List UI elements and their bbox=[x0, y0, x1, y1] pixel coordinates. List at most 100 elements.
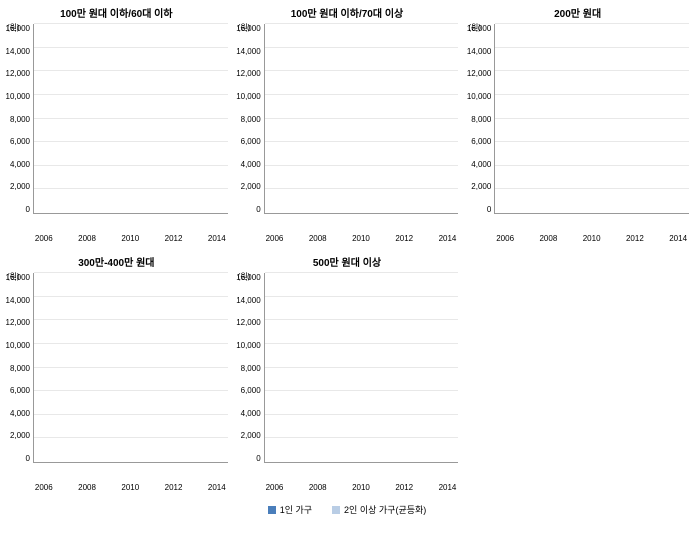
legend-label: 2인 이상 가구(균등화) bbox=[344, 503, 426, 516]
y-tick: 2,000 bbox=[5, 182, 30, 191]
y-tick: 6,000 bbox=[5, 137, 30, 146]
y-tick: 8,000 bbox=[466, 115, 491, 124]
y-tick: 6,000 bbox=[236, 386, 261, 395]
charts-grid: 100만 원대 이하/60대 이하 (원) 0 2,000 4,000 6,000 8,00… bbox=[5, 5, 689, 495]
x-tick: 2012 bbox=[394, 234, 413, 246]
x-tick: 2006 bbox=[495, 234, 514, 246]
chart-title: 300만-400만 원대 bbox=[5, 254, 228, 269]
y-tick: 12,000 bbox=[236, 318, 261, 327]
chart-title: 100만 원대 이하/70대 이상 bbox=[236, 5, 459, 20]
plot-area bbox=[264, 24, 459, 214]
y-axis-unit: (원) bbox=[468, 22, 481, 33]
y-tick: 0 bbox=[466, 205, 491, 214]
x-tick bbox=[185, 234, 204, 246]
x-tick: 2014 bbox=[438, 234, 457, 246]
x-tick bbox=[99, 483, 118, 495]
y-tick: 4,000 bbox=[236, 409, 261, 418]
x-tick: 2014 bbox=[207, 234, 226, 246]
chart-body: (원)02,0004,0006,0008,00010,00012,00014,0… bbox=[5, 273, 228, 481]
y-tick: 0 bbox=[5, 454, 30, 463]
chart-title: 200만 원대 bbox=[466, 5, 689, 20]
x-tick bbox=[604, 234, 623, 246]
chart-title: 500만 원대 이상 bbox=[236, 254, 459, 269]
bars-container bbox=[265, 273, 459, 462]
y-tick: 14,000 bbox=[236, 47, 261, 56]
y-axis-unit: (원) bbox=[238, 271, 251, 282]
plot-area bbox=[264, 273, 459, 463]
y-tick: 4,000 bbox=[5, 409, 30, 418]
plot-area bbox=[33, 273, 228, 463]
x-tick: 2008 bbox=[77, 483, 96, 495]
chart-title: 100만 원대 이하/60대 이하 bbox=[5, 5, 228, 20]
x-tick: 2012 bbox=[164, 483, 183, 495]
y-tick: 2,000 bbox=[5, 431, 30, 440]
chart-panel-0: 100만 원대 이하/60대 이하 (원) 0 2,000 4,000 6,000 8,00… bbox=[5, 5, 228, 246]
y-tick: 4,000 bbox=[5, 160, 30, 169]
bars-container bbox=[495, 24, 689, 213]
bars-container bbox=[265, 24, 459, 213]
y-tick: 0 bbox=[236, 454, 261, 463]
y-axis-unit: (원) bbox=[7, 271, 20, 282]
x-tick bbox=[185, 483, 204, 495]
y-tick: 4,000 bbox=[236, 160, 261, 169]
x-tick bbox=[373, 234, 392, 246]
y-axis-unit: (원) bbox=[7, 22, 20, 33]
legend-swatch bbox=[332, 506, 340, 514]
x-tick: 2014 bbox=[668, 234, 687, 246]
x-tick bbox=[647, 234, 666, 246]
x-tick: 2006 bbox=[265, 483, 284, 495]
y-tick: 6,000 bbox=[466, 137, 491, 146]
x-tick: 2010 bbox=[351, 234, 370, 246]
y-tick: 8,000 bbox=[5, 115, 30, 124]
chart-panel-4: 500만 원대 이상(원)02,0004,0006,0008,00010,000… bbox=[236, 254, 459, 495]
chart-body: (원)02,0004,0006,0008,00010,00012,00014,0… bbox=[236, 24, 459, 232]
x-tick: 2006 bbox=[34, 234, 53, 246]
y-tick: 10,000 bbox=[466, 92, 491, 101]
x-tick bbox=[142, 483, 161, 495]
y-axis: 02,0004,0006,0008,00010,00012,00014,0001… bbox=[5, 24, 33, 214]
y-tick: 8,000 bbox=[236, 115, 261, 124]
x-tick bbox=[416, 483, 435, 495]
chart-body: (원)02,0004,0006,0008,00010,00012,00014,0… bbox=[236, 273, 459, 481]
x-tick bbox=[56, 483, 75, 495]
x-tick bbox=[373, 483, 392, 495]
x-tick bbox=[330, 234, 349, 246]
y-tick: 6,000 bbox=[236, 137, 261, 146]
legend-item: 2인 이상 가구(균등화) bbox=[332, 503, 426, 516]
chart-panel-3: 300만-400만 원대(원)02,0004,0006,0008,00010,0… bbox=[5, 254, 228, 495]
y-tick: 0 bbox=[5, 205, 30, 214]
y-tick: 12,000 bbox=[236, 69, 261, 78]
x-axis: 20062008201020122014 bbox=[264, 481, 459, 495]
x-tick bbox=[416, 234, 435, 246]
legend: 1인 가구 2인 이상 가구(균등화) bbox=[5, 503, 689, 516]
y-tick: 6,000 bbox=[5, 386, 30, 395]
y-tick: 10,000 bbox=[5, 341, 30, 350]
y-tick: 8,000 bbox=[236, 364, 261, 373]
x-tick bbox=[142, 234, 161, 246]
y-axis: 02,0004,0006,0008,00010,00012,00014,0001… bbox=[236, 24, 264, 214]
chart-panel-1: 100만 원대 이하/70대 이상(원)02,0004,0006,0008,00… bbox=[236, 5, 459, 246]
x-tick: 2010 bbox=[582, 234, 601, 246]
y-tick: 10,000 bbox=[236, 92, 261, 101]
x-axis: 20062008201020122014 bbox=[33, 232, 228, 246]
x-axis: 20062008201020122014 bbox=[494, 232, 689, 246]
chart-panel-2: 200만 원대(원)02,0004,0006,0008,00010,00012,… bbox=[466, 5, 689, 246]
plot-area bbox=[33, 24, 228, 214]
x-tick: 2014 bbox=[438, 483, 457, 495]
plot-area bbox=[494, 24, 689, 214]
legend-label: 1인 가구 bbox=[280, 503, 312, 516]
y-tick: 12,000 bbox=[5, 69, 30, 78]
y-tick: 2,000 bbox=[466, 182, 491, 191]
x-tick: 2008 bbox=[308, 483, 327, 495]
y-tick: 12,000 bbox=[5, 318, 30, 327]
y-tick: 10,000 bbox=[5, 92, 30, 101]
x-tick: 2012 bbox=[625, 234, 644, 246]
y-tick: 14,000 bbox=[466, 47, 491, 56]
x-tick bbox=[99, 234, 118, 246]
x-tick bbox=[286, 483, 305, 495]
x-tick bbox=[286, 234, 305, 246]
y-tick: 14,000 bbox=[236, 296, 261, 305]
y-tick: 12,000 bbox=[466, 69, 491, 78]
y-tick: 10,000 bbox=[236, 341, 261, 350]
x-tick: 2014 bbox=[207, 483, 226, 495]
